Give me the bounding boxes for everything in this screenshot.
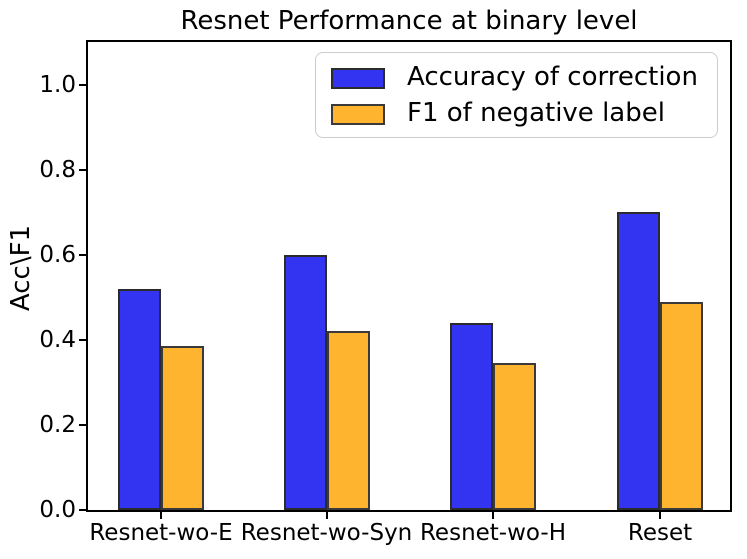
bar-accuracy-Resnet-wo-H <box>450 323 493 510</box>
x-tick-label: Reset <box>627 520 693 546</box>
y-tick-label: 0.4 <box>39 326 76 353</box>
legend-swatch-f1 <box>331 103 385 125</box>
y-tick-label: 0.8 <box>39 156 76 183</box>
y-tick-label: 0.2 <box>39 411 76 438</box>
bar-f1-Resnet-wo-H <box>493 363 536 510</box>
legend-swatch-accuracy <box>331 67 385 89</box>
bar-f1-Reset <box>660 302 703 510</box>
y-tick-mark <box>79 338 87 341</box>
legend-label-f1: F1 of negative label <box>407 98 665 129</box>
bar-f1-Resnet-wo-E <box>161 346 204 510</box>
x-tick-label: Resnet-wo-H <box>419 520 567 546</box>
y-tick-mark <box>79 83 87 86</box>
y-tick-mark <box>79 168 87 171</box>
chart-title: Resnet Performance at binary level <box>180 6 638 36</box>
legend-item-f1: F1 of negative label <box>331 96 717 132</box>
x-tick-label: Resnet-wo-E <box>89 520 233 546</box>
y-tick-mark <box>79 253 87 256</box>
bar-accuracy-Resnet-wo-Syn <box>283 255 327 510</box>
y-tick-mark <box>79 509 87 511</box>
x-tick-mark <box>492 511 494 519</box>
y-tick-label: 1.0 <box>39 71 76 98</box>
legend: Accuracy of correction F1 of negative la… <box>315 52 718 138</box>
legend-item-accuracy: Accuracy of correction <box>331 60 717 96</box>
y-tick-mark <box>79 423 87 426</box>
bar-accuracy-Resnet-wo-E <box>118 289 161 510</box>
x-tick-mark <box>160 511 162 519</box>
bar-f1-Resnet-wo-Syn <box>326 331 370 510</box>
x-tick-label: Resnet-wo-Syn <box>240 520 413 546</box>
legend-label-accuracy: Accuracy of correction <box>407 62 698 93</box>
y-tick-label: 0.6 <box>39 241 76 268</box>
bar-accuracy-Reset <box>617 212 660 510</box>
y-tick-label: 0.0 <box>39 497 76 523</box>
y-axis-label: Acc\F1 <box>6 224 36 312</box>
x-tick-mark <box>659 511 661 519</box>
x-tick-mark <box>325 511 328 519</box>
